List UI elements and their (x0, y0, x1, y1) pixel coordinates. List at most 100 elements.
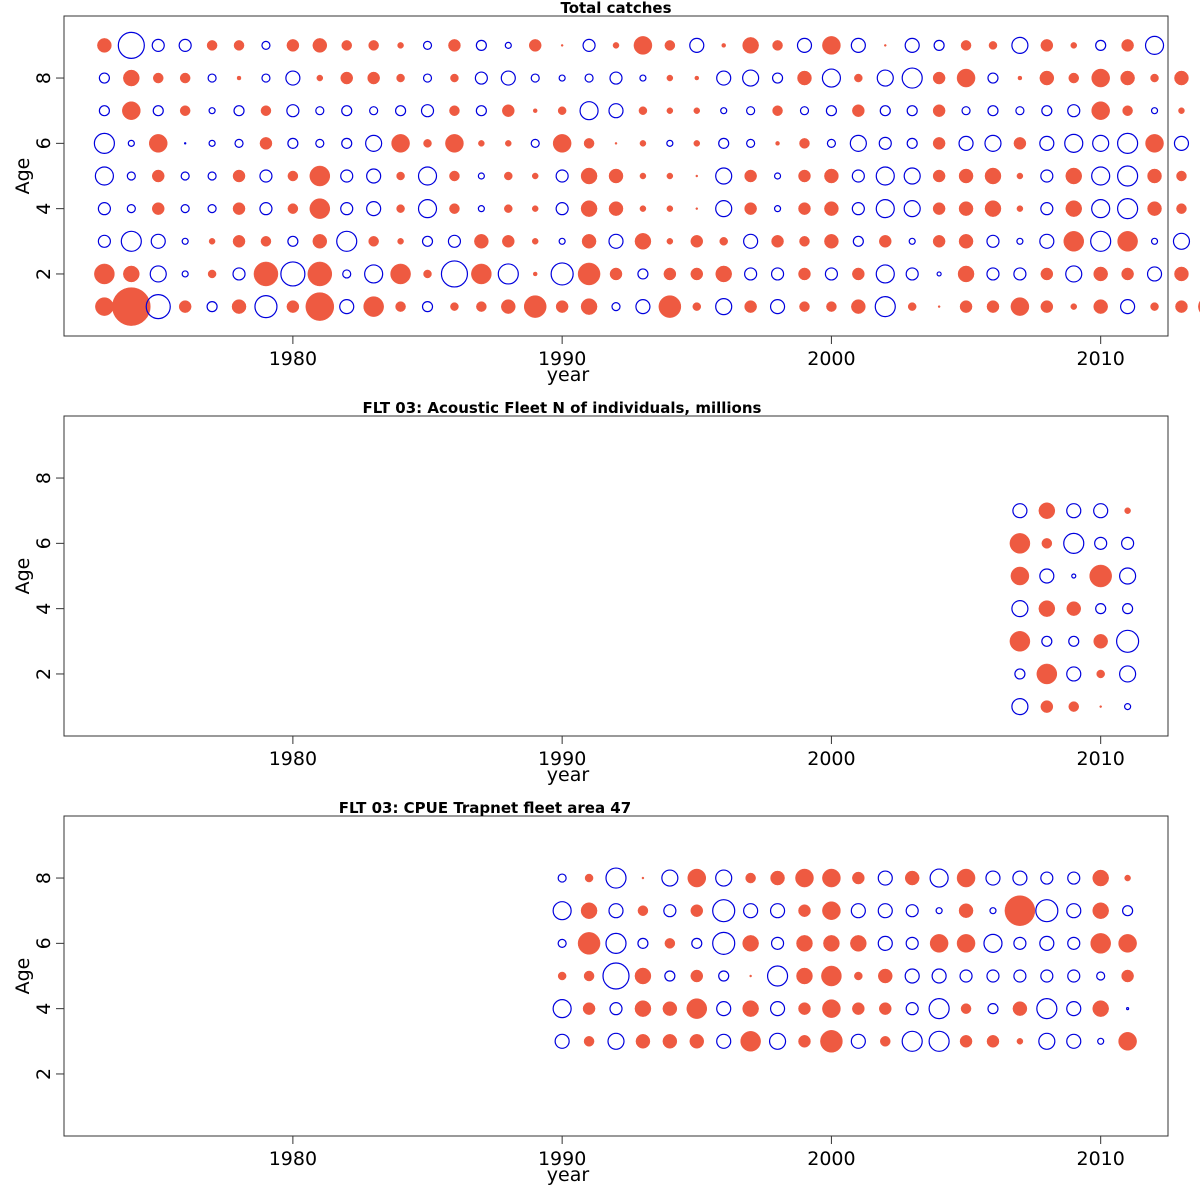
bubble-negative (364, 264, 384, 284)
bubble-positive (719, 237, 728, 246)
bubble-positive (852, 1002, 865, 1015)
bubble-positive (179, 105, 191, 116)
bubble-positive (504, 171, 513, 181)
bubble-negative (1011, 600, 1029, 618)
bubble-negative (582, 38, 596, 52)
bubble-positive (851, 299, 866, 314)
bubble-negative (1095, 39, 1107, 51)
bubble-negative (208, 107, 216, 115)
bubble-negative (287, 235, 299, 247)
bubble-negative (987, 105, 999, 117)
bubble-positive (367, 71, 380, 85)
bubble-positive (305, 292, 335, 321)
bubble-negative (877, 870, 893, 886)
bubble-positive (423, 139, 432, 148)
bubble-positive (1040, 39, 1054, 52)
bubble-positive (583, 970, 595, 982)
bubble-negative (477, 172, 485, 180)
bubble-negative (1067, 936, 1081, 950)
bubble-positive (1040, 300, 1054, 313)
bubble-positive (396, 204, 405, 213)
bubble-negative (1038, 1032, 1056, 1050)
bubble-positive (695, 207, 699, 210)
bubble-positive (693, 107, 701, 114)
bubble-negative (611, 302, 621, 312)
bubble-positive (932, 71, 946, 85)
bubble-positive (1118, 1032, 1137, 1051)
bubble-negative (770, 267, 785, 281)
bubble-negative (905, 904, 919, 918)
bubble-positive (799, 301, 810, 312)
bubble-positive (501, 299, 516, 314)
bubble-negative (420, 104, 435, 118)
bubble-positive (94, 263, 115, 285)
bubble-negative (342, 269, 352, 279)
bubble-negative (769, 299, 786, 315)
bubble-negative (716, 1001, 732, 1017)
bubble-positive (580, 167, 598, 185)
bubble-negative (98, 105, 110, 117)
bubble-positive (904, 870, 920, 886)
bubble-positive (820, 1030, 843, 1053)
bubble-negative (340, 202, 354, 216)
bubble-negative (875, 264, 895, 284)
bubble-negative (1041, 105, 1053, 117)
y-tick-label: 8 (33, 472, 55, 484)
bubble-positive (206, 40, 218, 51)
bubble-positive (423, 269, 432, 279)
bubble-negative (475, 105, 487, 117)
bubble-negative (365, 134, 383, 152)
bubble-positive (1093, 299, 1108, 314)
bubble-negative (608, 233, 624, 249)
bubble-positive (391, 134, 410, 153)
bubble-positive (1017, 75, 1023, 81)
bubble-positive (583, 1036, 595, 1047)
bubble-negative (768, 1032, 787, 1050)
bubble-positive (1039, 70, 1055, 86)
bubble-positive (233, 40, 245, 51)
bubble-negative (905, 1002, 919, 1016)
bubble-negative (178, 38, 192, 52)
bubble-positive (937, 305, 941, 308)
x-axis-label: year (547, 764, 590, 786)
bubble-positive (694, 75, 700, 81)
bubble-positive (577, 262, 601, 286)
bubble-positive (960, 40, 972, 51)
bubble-positive (664, 40, 676, 51)
bubble-positive (852, 104, 865, 117)
bubble-positive (552, 134, 572, 153)
x-axis-label: year (547, 364, 590, 386)
bubble-negative (1097, 1037, 1105, 1045)
bubble-positive (1121, 267, 1134, 281)
panel-total-catches: Total catches 1980 1990 2000 2010 2 4 6 8 year Age (12, 0, 1200, 386)
bubble-negative (1014, 668, 1026, 680)
bubble-positive (658, 295, 682, 318)
bubble-negative (746, 138, 756, 148)
bubble-positive (796, 967, 813, 985)
bubble-negative (850, 37, 866, 53)
bubble-negative (689, 37, 705, 53)
bubble-positive (309, 198, 331, 219)
bubble-positive (532, 271, 538, 277)
bubble-positive (1010, 297, 1030, 316)
bubble-negative (666, 139, 674, 147)
bubble-negative (98, 72, 110, 84)
bubble-negative (929, 868, 949, 888)
bubble-positive (932, 169, 946, 183)
bubble-positive (236, 75, 242, 81)
bubble-positive (502, 235, 515, 248)
bubble-positive (1174, 70, 1189, 86)
bubble-negative (742, 69, 760, 87)
bubble-positive (745, 872, 756, 884)
bubble-positive (854, 971, 863, 981)
bubble-negative (1093, 503, 1109, 519)
x-tick-label: 2000 (807, 748, 855, 770)
bubble-negative (552, 901, 572, 921)
bubble-negative (1035, 899, 1059, 923)
bubble-negative (280, 261, 306, 287)
bubble-negative (555, 169, 569, 183)
bubble-positive (1121, 39, 1134, 52)
y-tick-label: 6 (33, 137, 55, 149)
bubble-positive (958, 168, 974, 184)
